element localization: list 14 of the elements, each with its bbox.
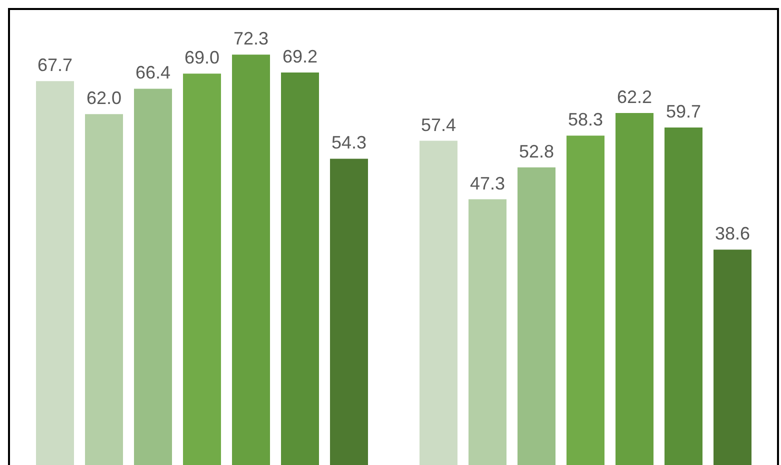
data-label: 47.3 xyxy=(470,173,506,194)
data-label: 62.0 xyxy=(86,88,122,108)
data-label: 69.0 xyxy=(184,48,220,68)
data-label: 52.8 xyxy=(518,141,554,162)
data-label: 59.7 xyxy=(666,101,702,122)
data-label: 69.2 xyxy=(282,46,318,67)
data-label: 54.3 xyxy=(331,132,367,153)
data-label: 62.2 xyxy=(616,87,652,108)
data-label: 58.3 xyxy=(568,110,604,130)
data-label: 72.3 xyxy=(233,28,269,49)
data-label: 67.7 xyxy=(37,55,73,76)
data-label: 66.4 xyxy=(135,62,171,83)
data-label: 38.6 xyxy=(714,224,750,244)
data-label: 57.4 xyxy=(420,114,456,135)
